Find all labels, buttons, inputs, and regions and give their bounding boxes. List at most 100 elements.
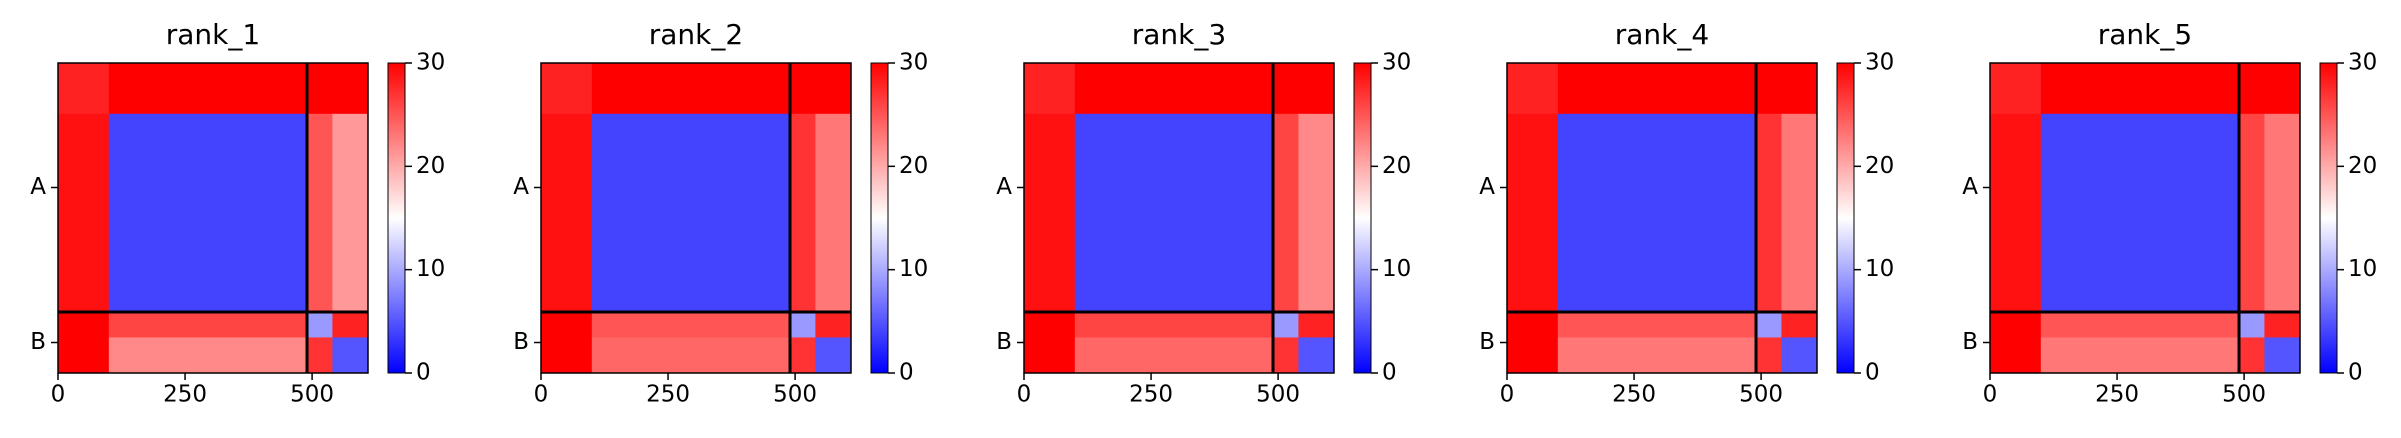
heatmap-cell <box>2264 337 2301 374</box>
panel: rank_4 0 250 500 A B 0 10 20 30 <box>1479 18 1894 408</box>
heatmap-cell <box>2264 312 2301 338</box>
heatmap-cell <box>591 312 791 338</box>
heatmap-cell <box>790 312 816 338</box>
x-tick-label: 0 <box>1500 382 1515 408</box>
heatmap-cell <box>815 312 852 338</box>
heatmap-cell <box>1990 312 2042 338</box>
x-tick-label: 250 <box>1612 382 1656 408</box>
x-tick-label: 250 <box>2095 382 2139 408</box>
x-tick-label: 500 <box>1739 382 1783 408</box>
heatmap-cell <box>1507 113 1559 313</box>
x-tick-label: 500 <box>2222 382 2266 408</box>
heatmap-cell <box>2264 63 2301 115</box>
heatmap-cell <box>1074 113 1274 313</box>
heatmap-cell <box>1074 312 1274 338</box>
colorbar-tick-label: 10 <box>1382 256 1411 282</box>
heatmap-cell <box>541 63 593 115</box>
panel: rank_3 0 250 500 A B 0 10 20 30 <box>996 18 1411 408</box>
colorbar <box>387 62 406 374</box>
heatmap-cell <box>1507 337 1559 374</box>
colorbar-tick-label: 20 <box>2348 153 2377 179</box>
colorbar-tick-label: 30 <box>1382 50 1411 76</box>
heatmap-cell <box>2264 113 2301 313</box>
x-tick-label: 0 <box>1983 382 1998 408</box>
heatmap-cell <box>1507 312 1559 338</box>
heatmap-cell <box>1273 113 1299 313</box>
y-tick-label: A <box>1962 174 1978 200</box>
heatmap-cell <box>1781 337 1818 374</box>
panel-title: rank_5 <box>2098 18 2192 51</box>
colorbar-tick-label: 30 <box>899 50 928 76</box>
heatmap-cell <box>1557 337 1757 374</box>
panel-title: rank_2 <box>649 18 743 51</box>
heatmap-cell <box>1273 63 1299 115</box>
panel: rank_2 0 250 500 A B 0 10 20 30 <box>513 18 928 408</box>
colorbar-tick-label: 20 <box>416 153 445 179</box>
heatmap-cell <box>1781 312 1818 338</box>
heatmap-cell <box>541 337 593 374</box>
heatmap-cell <box>790 113 816 313</box>
heatmap-cell <box>541 312 593 338</box>
heatmap-cell <box>332 113 369 313</box>
heatmap-cell <box>2239 113 2265 313</box>
heatmap-cell <box>2040 113 2240 313</box>
plot-frame <box>1023 62 1335 374</box>
heatmap-cell <box>1024 63 1076 115</box>
heatmap-cell <box>815 63 852 115</box>
heatmap-cell <box>332 63 369 115</box>
x-tick-label: 0 <box>51 382 66 408</box>
colorbar <box>1353 62 1372 374</box>
heatmap-cell <box>332 312 369 338</box>
plot-frame <box>57 62 369 374</box>
heatmap-cell <box>1024 113 1076 313</box>
panel-title: rank_1 <box>166 18 260 51</box>
heatmap-cell <box>1781 63 1818 115</box>
colorbar-tick-label: 30 <box>2348 50 2377 76</box>
colorbar-tick-label: 10 <box>2348 256 2377 282</box>
colorbar-tick-label: 0 <box>416 360 431 386</box>
x-tick-label: 500 <box>290 382 334 408</box>
panel: rank_1 0 250 500 A B 0 10 20 30 <box>30 18 445 408</box>
heatmap-cell <box>1024 337 1076 374</box>
heatmap-cell <box>1074 63 1274 115</box>
heatmap-cell <box>1756 312 1782 338</box>
colorbar-tick-label: 30 <box>416 50 445 76</box>
x-tick-label: 0 <box>534 382 549 408</box>
heatmap-cell <box>307 337 333 374</box>
heatmap-cell <box>332 337 369 374</box>
y-tick-label: B <box>513 329 529 355</box>
heatmap-cell <box>790 337 816 374</box>
y-tick-label: A <box>1479 174 1495 200</box>
heatmap-cell <box>1557 63 1757 115</box>
heatmap-cell <box>2239 312 2265 338</box>
heatmap-cell <box>1781 113 1818 313</box>
colorbar-tick-label: 10 <box>416 256 445 282</box>
heatmap-cell <box>1273 312 1299 338</box>
heatmap-cell <box>2040 63 2240 115</box>
heatmap-cell <box>307 113 333 313</box>
heatmap-cell <box>2040 337 2240 374</box>
heatmap-cell <box>815 113 852 313</box>
heatmap-cell <box>58 337 110 374</box>
colorbar-tick-label: 10 <box>899 256 928 282</box>
heatmap-cell <box>1990 113 2042 313</box>
colorbar-tick-label: 30 <box>1865 50 1894 76</box>
heatmap-cell <box>1298 337 1335 374</box>
heatmap-cell <box>815 337 852 374</box>
x-tick-label: 500 <box>773 382 817 408</box>
colorbar <box>870 62 889 374</box>
heatmap-cell <box>1990 337 2042 374</box>
heatmap-cell <box>591 113 791 313</box>
heatmap-cell <box>307 63 333 115</box>
heatmap-cell <box>108 113 308 313</box>
y-tick-label: B <box>30 329 46 355</box>
heatmap-cell <box>1273 337 1299 374</box>
heatmap-cell <box>1298 113 1335 313</box>
heatmap-cell <box>541 113 593 313</box>
heatmap-cell <box>58 312 110 338</box>
colorbar-tick-label: 0 <box>1865 360 1880 386</box>
colorbar <box>1836 62 1855 374</box>
y-tick-label: B <box>1962 329 1978 355</box>
heatmap-cell <box>1024 312 1076 338</box>
